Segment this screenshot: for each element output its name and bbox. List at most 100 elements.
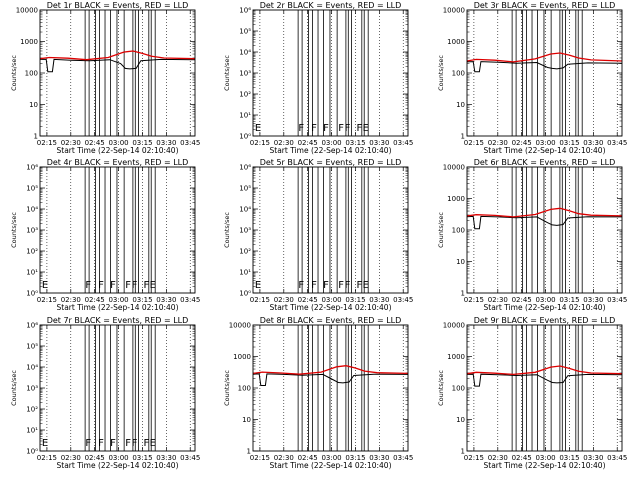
x-tick-label: 02:45	[298, 454, 318, 462]
y-tick-label: 100	[452, 385, 465, 393]
events-curve	[40, 58, 196, 73]
plot-frame	[466, 324, 623, 452]
y-tick-label: 10²	[26, 406, 38, 414]
x-axis-label: Start Time (22-Sep-14 02:10:40)	[270, 146, 392, 155]
x-tick-label: 03:30	[156, 139, 176, 147]
x-tick-label: 03:15	[345, 296, 365, 304]
y-tick-label: 100	[452, 227, 465, 235]
y-axis-label: Counts/sec	[10, 370, 18, 406]
lld-curve	[466, 365, 623, 376]
x-tick-label: 03:15	[132, 296, 152, 304]
y-tick-label: 100	[452, 70, 465, 78]
y-axis-label: Counts/sec	[10, 212, 18, 248]
segment-marker: F	[85, 280, 91, 291]
y-tick-label: 10⁴	[239, 49, 251, 57]
y-tick-label: 10	[456, 416, 465, 424]
x-tick-label: 02:30	[61, 139, 81, 147]
segment-marker: F	[125, 438, 131, 449]
y-axis-label: Counts/sec	[437, 370, 445, 406]
x-tick-label: 03:00	[108, 296, 128, 304]
y-tick-label: 10	[242, 416, 251, 424]
x-tick-label: 03:30	[369, 139, 389, 147]
plot-frame	[252, 9, 409, 137]
x-tick-label: 02:30	[61, 296, 81, 304]
segment-marker: F	[98, 438, 104, 449]
x-tick-label: 03:00	[535, 454, 555, 462]
y-axis-label: Counts/sec	[223, 55, 231, 91]
y-tick-label: 10000	[229, 322, 251, 330]
segment-marker: F	[338, 123, 344, 134]
x-tick-label: 03:15	[559, 296, 579, 304]
segment-marker: F	[298, 280, 304, 291]
y-axis-label: Counts/sec	[10, 55, 18, 91]
y-tick-label: 1000	[20, 38, 38, 46]
x-tick-label: 02:15	[250, 454, 270, 462]
x-tick-label: 03:00	[108, 454, 128, 462]
x-tick-label: 02:15	[37, 139, 57, 147]
x-tick-label: 02:30	[61, 454, 81, 462]
x-axis-label: Start Time (22-Sep-14 02:10:40)	[484, 461, 606, 470]
x-axis-label: Start Time (22-Sep-14 02:10:40)	[57, 146, 179, 155]
events-curve	[466, 373, 623, 387]
y-tick-label: 10²	[239, 248, 251, 256]
detector-panel: Det 2r BLACK = Events, RED = LLD 02:15 02:…	[223, 1, 413, 155]
y-tick-label: 10⁴	[26, 206, 38, 214]
y-tick-label: 1	[34, 133, 38, 141]
y-tick-label: 1000	[447, 195, 465, 203]
y-tick-label: 1	[461, 448, 465, 456]
y-tick-label: 10⁵	[239, 28, 251, 36]
segment-marker: F	[132, 280, 138, 291]
x-tick-label: 03:15	[345, 139, 365, 147]
x-tick-label: 03:15	[345, 454, 365, 462]
x-tick-label: 02:15	[464, 454, 484, 462]
events-curve	[466, 61, 623, 73]
x-tick-label: 03:15	[559, 139, 579, 147]
segment-marker: F	[85, 438, 91, 449]
y-tick-label: 10000	[443, 7, 465, 15]
segment-marker: F	[311, 123, 317, 134]
y-tick-label: 1	[461, 290, 465, 298]
x-axis-label: Start Time (22-Sep-14 02:10:40)	[484, 146, 606, 155]
x-tick-label: 03:30	[156, 454, 176, 462]
y-tick-label: 10⁶	[239, 7, 251, 15]
panel-title: Det 2r BLACK = Events, RED = LLD	[260, 1, 402, 10]
y-axis-label: Counts/sec	[223, 212, 231, 248]
x-tick-label: 03:00	[535, 296, 555, 304]
x-tick-label: 02:30	[274, 139, 294, 147]
detector-panel: Det 1r BLACK = Events, RED = LLD 02:15 02:…	[10, 1, 200, 155]
plot-frame	[252, 324, 409, 452]
segment-marker: F	[311, 280, 317, 291]
plot-frame	[39, 166, 196, 294]
segment-marker: E	[42, 438, 48, 449]
y-tick-label: 10⁶	[26, 322, 38, 330]
segment-marker: E	[150, 280, 156, 291]
y-tick-label: 10⁰	[26, 290, 38, 298]
segment-marker: F	[338, 280, 344, 291]
x-tick-label: 03:45	[393, 139, 413, 147]
x-tick-label: 02:30	[274, 454, 294, 462]
x-tick-label: 02:30	[488, 139, 508, 147]
detector-panel: Det 7r BLACK = Events, RED = LLD 02:15 02:…	[10, 316, 200, 470]
detector-panel: Det 5r BLACK = Events, RED = LLD 02:15 02:…	[223, 158, 413, 312]
x-tick-label: 03:00	[321, 454, 341, 462]
events-curve	[466, 215, 623, 230]
y-tick-label: 10¹	[239, 269, 251, 277]
y-tick-label: 10³	[26, 385, 38, 393]
detector-panel: Det 9r BLACK = Events, RED = LLD 02:15 02:…	[437, 316, 627, 470]
y-tick-label: 10⁵	[26, 185, 38, 193]
y-tick-label: 10⁵	[239, 185, 251, 193]
panel-title: Det 5r BLACK = Events, RED = LLD	[260, 158, 402, 167]
x-tick-label: 03:15	[559, 454, 579, 462]
panel-title: Det 7r BLACK = Events, RED = LLD	[47, 316, 189, 325]
x-axis-label: Start Time (22-Sep-14 02:10:40)	[57, 303, 179, 312]
y-tick-label: 10	[456, 258, 465, 266]
y-tick-label: 10⁰	[239, 290, 251, 298]
x-tick-label: 02:15	[250, 139, 270, 147]
panel-title: Det 9r BLACK = Events, RED = LLD	[474, 316, 616, 325]
y-tick-label: 10³	[26, 227, 38, 235]
x-axis-label: Start Time (22-Sep-14 02:10:40)	[484, 303, 606, 312]
y-axis-label: Counts/sec	[437, 55, 445, 91]
panel-title: Det 6r BLACK = Events, RED = LLD	[474, 158, 616, 167]
x-tick-label: 02:30	[488, 296, 508, 304]
